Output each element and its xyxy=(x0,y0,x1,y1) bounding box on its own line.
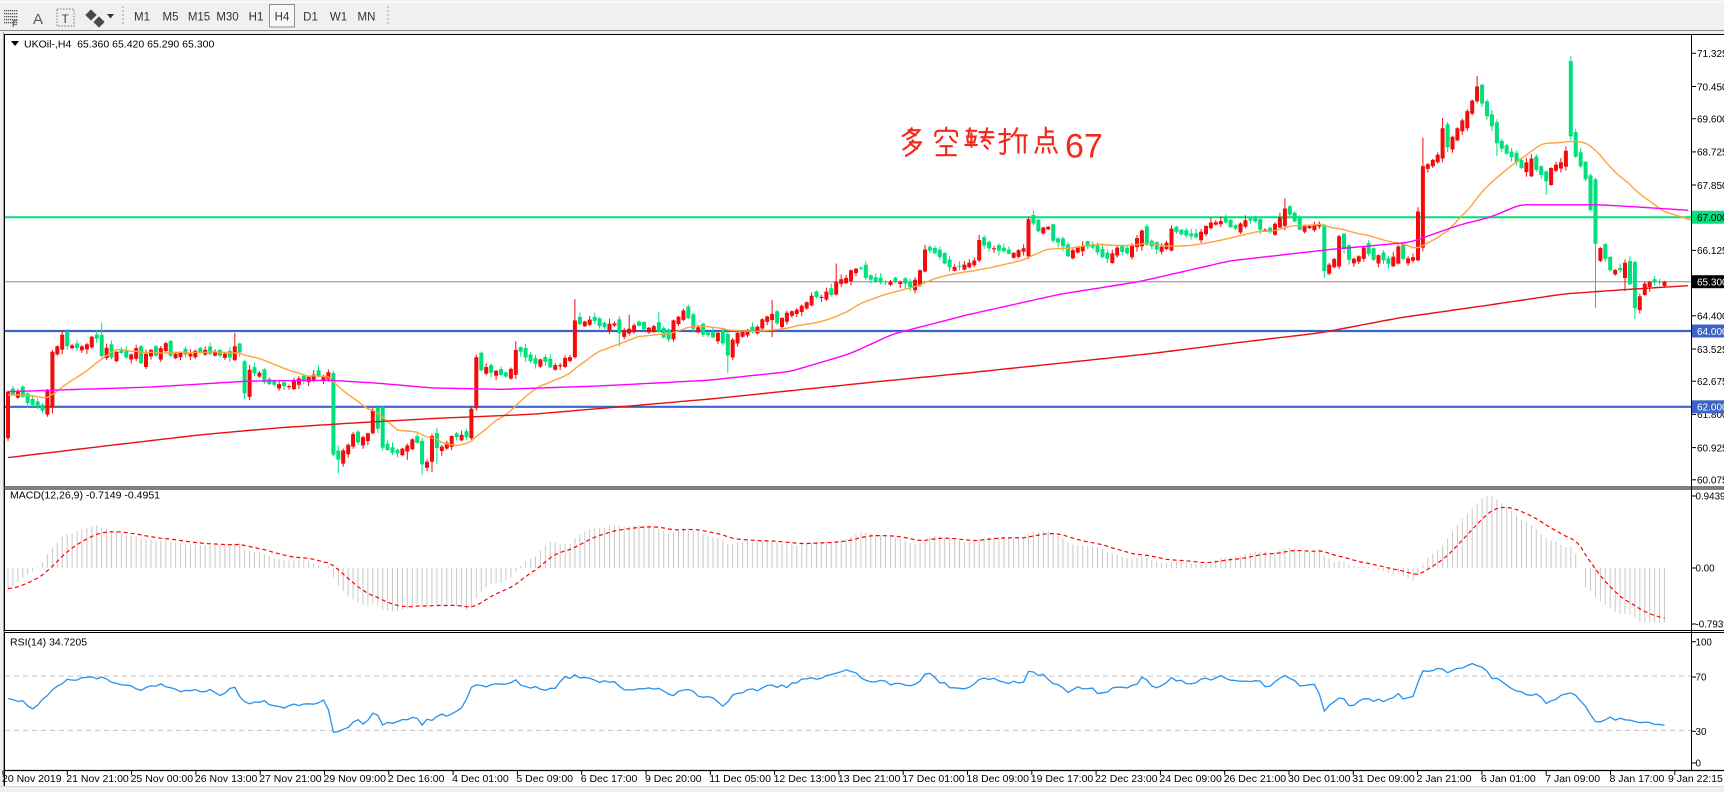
svg-text:W1: W1 xyxy=(330,12,347,24)
svg-text:71.325: 71.325 xyxy=(1697,49,1724,60)
svg-text:6 Dec 17:00: 6 Dec 17:00 xyxy=(581,773,638,785)
svg-text:30 Dec 01:00: 30 Dec 01:00 xyxy=(1288,773,1351,785)
svg-text:29 Nov 09:00: 29 Nov 09:00 xyxy=(324,773,387,785)
svg-text:26 Nov 13:00: 26 Nov 13:00 xyxy=(195,773,258,785)
svg-text:6 Jan 01:00: 6 Jan 01:00 xyxy=(1481,773,1536,785)
svg-text:30: 30 xyxy=(1696,727,1707,738)
svg-text:27 Nov 21:00: 27 Nov 21:00 xyxy=(259,773,322,785)
svg-text:0.00: 0.00 xyxy=(1696,564,1716,575)
svg-text:67.850: 67.850 xyxy=(1697,181,1724,192)
svg-text:F: F xyxy=(12,19,18,29)
svg-text:T: T xyxy=(62,12,70,26)
svg-text:0.9439: 0.9439 xyxy=(1696,492,1724,503)
svg-text:M5: M5 xyxy=(163,12,179,24)
svg-text:MACD(12,26,9) -0.7149 -0.4951: MACD(12,26,9) -0.7149 -0.4951 xyxy=(10,490,160,502)
svg-text:0: 0 xyxy=(1696,759,1702,770)
svg-text:62.675: 62.675 xyxy=(1697,377,1724,388)
svg-text:31 Dec 09:00: 31 Dec 09:00 xyxy=(1352,773,1415,785)
svg-text:24 Dec 09:00: 24 Dec 09:00 xyxy=(1159,773,1222,785)
svg-text:RSI(14) 34.7205: RSI(14) 34.7205 xyxy=(10,637,87,649)
svg-text:4 Dec 01:00: 4 Dec 01:00 xyxy=(452,773,509,785)
svg-text:62.000: 62.000 xyxy=(1697,403,1724,414)
svg-text:5 Dec 09:00: 5 Dec 09:00 xyxy=(516,773,573,785)
svg-text:70.450: 70.450 xyxy=(1697,82,1724,93)
svg-text:61.800: 61.800 xyxy=(1697,410,1724,421)
svg-text:20 Nov 2019: 20 Nov 2019 xyxy=(2,773,62,785)
svg-text:M1: M1 xyxy=(134,12,150,24)
svg-text:13 Dec 21:00: 13 Dec 21:00 xyxy=(838,773,901,785)
svg-text:MN: MN xyxy=(358,12,376,24)
svg-text:2 Jan 21:00: 2 Jan 21:00 xyxy=(1417,773,1472,785)
svg-text:67: 67 xyxy=(1065,128,1103,166)
svg-text:65.300: 65.300 xyxy=(1697,278,1724,289)
svg-text:60.925: 60.925 xyxy=(1697,443,1724,454)
svg-text:69.600: 69.600 xyxy=(1697,115,1724,126)
svg-text:H4: H4 xyxy=(275,12,290,24)
svg-text:25 Nov 00:00: 25 Nov 00:00 xyxy=(131,773,194,785)
svg-text:8 Jan 17:00: 8 Jan 17:00 xyxy=(1610,773,1665,785)
svg-text:D1: D1 xyxy=(303,12,318,24)
svg-text:7 Jan 09:00: 7 Jan 09:00 xyxy=(1545,773,1600,785)
svg-text:64.000: 64.000 xyxy=(1697,327,1724,338)
svg-text:18 Dec 09:00: 18 Dec 09:00 xyxy=(967,773,1030,785)
svg-text:UKOil-,H4 65.360 65.420 65.29: UKOil-,H4 65.360 65.420 65.290 65.300 xyxy=(24,39,214,51)
svg-text:H1: H1 xyxy=(249,12,264,24)
svg-text:2 Dec 16:00: 2 Dec 16:00 xyxy=(388,773,445,785)
svg-text:60.075: 60.075 xyxy=(1697,476,1724,487)
svg-text:70: 70 xyxy=(1696,673,1707,684)
svg-text:-0.7939: -0.7939 xyxy=(1696,620,1724,631)
svg-text:100: 100 xyxy=(1696,637,1713,648)
svg-text:26 Dec 21:00: 26 Dec 21:00 xyxy=(1224,773,1287,785)
svg-text:M15: M15 xyxy=(188,12,210,24)
svg-text:17 Dec 01:00: 17 Dec 01:00 xyxy=(902,773,965,785)
svg-text:21 Nov 21:00: 21 Nov 21:00 xyxy=(66,773,129,785)
svg-text:9 Dec 20:00: 9 Dec 20:00 xyxy=(645,773,702,785)
svg-text:63.525: 63.525 xyxy=(1697,345,1724,356)
svg-text:64.400: 64.400 xyxy=(1697,312,1724,323)
svg-text:A: A xyxy=(33,11,43,28)
svg-text:22 Dec 23:00: 22 Dec 23:00 xyxy=(1095,773,1158,785)
svg-text:12 Dec 13:00: 12 Dec 13:00 xyxy=(774,773,837,785)
svg-text:19 Dec 17:00: 19 Dec 17:00 xyxy=(1031,773,1094,785)
svg-text:66.125: 66.125 xyxy=(1697,246,1724,257)
svg-text:11 Dec 05:00: 11 Dec 05:00 xyxy=(709,773,771,785)
svg-text:9 Jan 22:15: 9 Jan 22:15 xyxy=(1668,773,1723,785)
svg-text:M30: M30 xyxy=(216,12,238,24)
svg-text:67.000: 67.000 xyxy=(1697,213,1724,224)
svg-text:68.725: 68.725 xyxy=(1697,148,1724,159)
